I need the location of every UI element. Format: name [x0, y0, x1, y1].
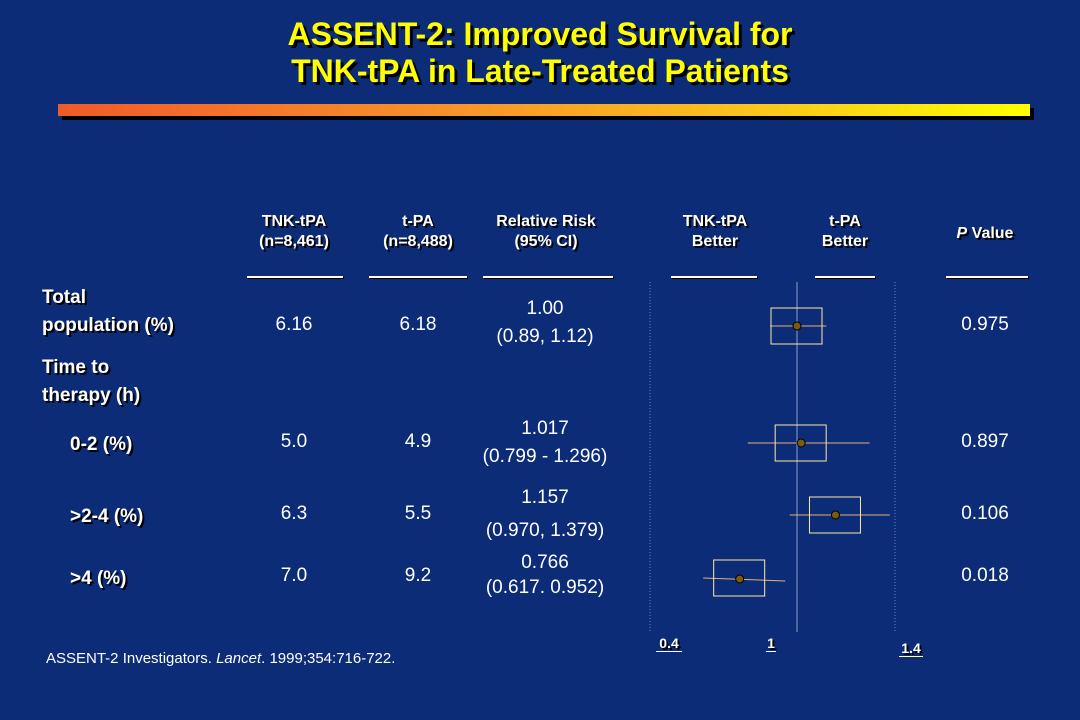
axis-tick-1: 1 [751, 635, 791, 652]
cell-2-4-p: 0.106 [961, 503, 1009, 524]
header-tnk-tpa-better-word: Better [691, 233, 739, 250]
cell-0-2-tpa: 4.9 [404, 431, 432, 452]
header-t-pa-better-underline [815, 276, 875, 278]
cell-2-4-tpa: 5.5 [404, 503, 432, 524]
header-t-pa-better-word: Better [821, 233, 869, 250]
header-p-rest: Value [967, 225, 1014, 242]
axis-tick-1-4: 1.4 [891, 640, 931, 657]
header-relative-risk-ci: (95% CI) [514, 233, 578, 250]
header-tnk-tpa-better-underline [671, 276, 757, 278]
header-tnk-tpa: TNK-tPA (n=8,461) [236, 212, 352, 252]
cell-total-tpa: 6.18 [399, 314, 437, 335]
ci-line-3 [703, 577, 786, 582]
cell-0-2-p: 0.897 [961, 431, 1009, 452]
cell-gt-4-tnk: 7.0 [280, 565, 308, 586]
estimate-box-0 [770, 307, 823, 345]
cell-0-2-rr: 1.017 [521, 418, 569, 439]
row-label-time-to-therapy: Time to therapy (h) [42, 354, 140, 410]
row-label-time-line-1: Time to [42, 357, 110, 378]
header-tnk-tpa-underline [247, 276, 343, 278]
row-label-gt-4: >4 (%) [70, 568, 127, 589]
cell-gt-4-ci: (0.617. 0.952) [485, 577, 605, 598]
header-relative-risk-name: Relative Risk [496, 213, 596, 230]
slide-title-line-1: ASSENT-2: Improved Survival for [287, 16, 793, 52]
citation-journal: Lancet [216, 650, 262, 667]
citation-details: . 1999;354:716-722. [261, 650, 396, 667]
cell-gt-4-rr: 0.766 [521, 552, 569, 573]
axis-tick-1-text: 1 [767, 635, 775, 651]
cell-0-2-ci: (0.799 - 1.296) [482, 446, 608, 467]
cell-2-4-ci: (0.970, 1.379) [485, 520, 605, 541]
header-tnk-tpa-n: (n=8,461) [259, 233, 329, 250]
axis-tick-1-4-text: 1.4 [901, 640, 921, 656]
estimate-point-1 [796, 438, 806, 448]
header-p-value-underline [946, 276, 1028, 278]
cell-total-rr: 1.00 [526, 298, 564, 319]
header-t-pa-better-name: t-PA [829, 213, 861, 230]
axis-tick-0-4: 0.4 [649, 635, 689, 652]
cell-total-p: 0.975 [961, 314, 1009, 335]
cell-total-tnk: 6.16 [275, 314, 313, 335]
header-t-pa: t-PA (n=8,488) [360, 212, 476, 252]
row-label-2-4: >2-4 (%) [70, 506, 144, 527]
row-label-total-line-2: population (%) [42, 315, 174, 336]
title-gradient-bar [58, 104, 1030, 116]
cell-2-4-tnk: 6.3 [280, 503, 308, 524]
estimate-point-0 [792, 321, 802, 331]
header-tnk-tpa-better-name: TNK-tPA [682, 213, 748, 230]
estimate-point-2 [830, 510, 840, 520]
header-relative-risk-underline [483, 276, 613, 278]
estimate-box-2 [808, 496, 861, 534]
axis-tick-0-4-text: 0.4 [659, 635, 679, 651]
row-label-time-line-2: therapy (h) [42, 385, 141, 406]
cell-total-ci: (0.89, 1.12) [496, 326, 594, 347]
citation-authors: ASSENT-2 Investigators. [46, 650, 217, 667]
cell-2-4-rr: 1.157 [521, 487, 569, 508]
estimate-box-1 [774, 424, 827, 462]
cell-gt-4-p: 0.018 [961, 565, 1009, 586]
citation: ASSENT-2 Investigators. Lancet. 1999;354… [46, 650, 395, 667]
estimate-box-3 [713, 559, 766, 597]
header-t-pa-name: t-PA [402, 213, 434, 230]
cell-gt-4-tpa: 9.2 [404, 565, 432, 586]
header-t-pa-better: t-PA Better [800, 212, 890, 252]
header-t-pa-underline [369, 276, 467, 278]
header-tnk-tpa-name: TNK-tPA [261, 213, 327, 230]
header-p-italic: P [956, 225, 968, 242]
row-label-0-2: 0-2 (%) [70, 434, 133, 455]
header-t-pa-n: (n=8,488) [383, 233, 453, 250]
header-p-value: P Value [930, 224, 1040, 244]
slide-title-line-2: TNK-tPA in Late-Treated Patients [291, 53, 789, 89]
header-relative-risk: Relative Risk (95% CI) [470, 212, 622, 252]
estimate-point-3 [735, 574, 745, 584]
cell-0-2-tnk: 5.0 [280, 431, 308, 452]
row-label-total-line-1: Total [42, 287, 86, 308]
row-label-total: Total population (%) [42, 284, 174, 340]
header-tnk-tpa-better: TNK-tPA Better [660, 212, 770, 252]
